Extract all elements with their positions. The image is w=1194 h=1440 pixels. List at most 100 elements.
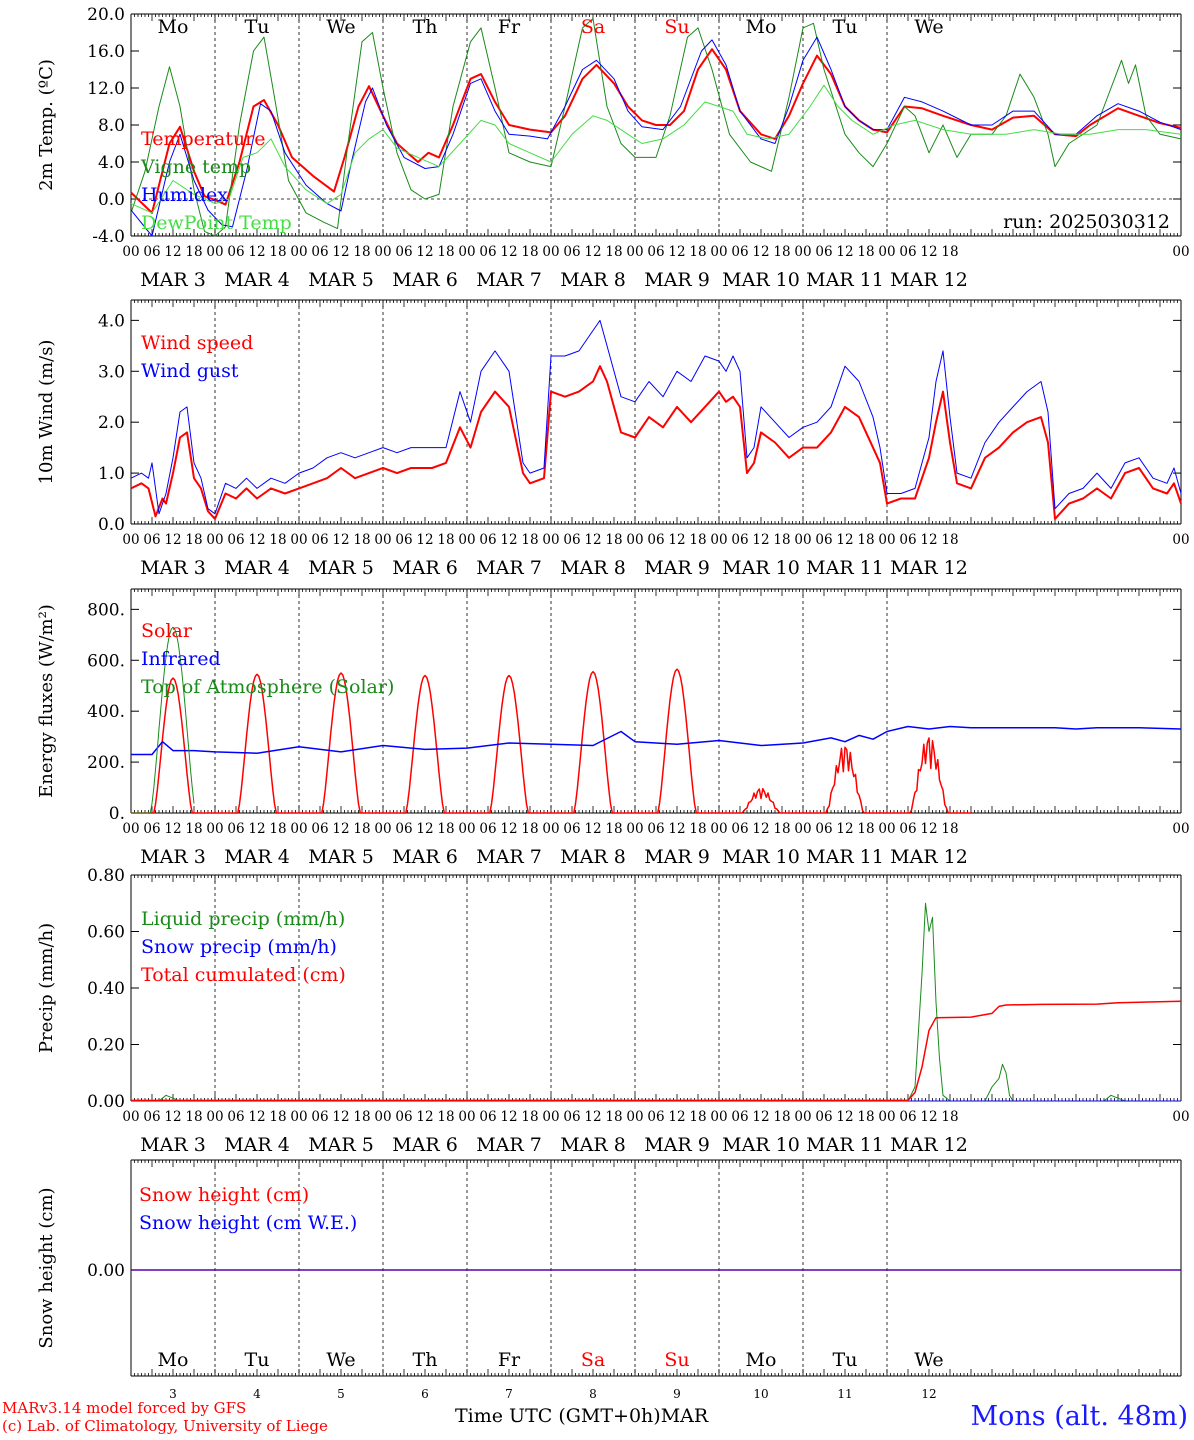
hour-tick-label: 06 bbox=[899, 1109, 916, 1125]
hour-tick-label: 12 bbox=[332, 244, 349, 260]
hour-tick-label: 06 bbox=[311, 244, 328, 260]
date-label: MAR 7 bbox=[476, 557, 542, 579]
hour-tick-label: 00 bbox=[374, 532, 391, 548]
weekday-label-bottom: Tu bbox=[245, 1349, 270, 1371]
date-label: MAR 10 bbox=[722, 846, 800, 868]
weekday-label-bottom: We bbox=[914, 1349, 943, 1371]
hour-tick-label: 06 bbox=[227, 1109, 244, 1125]
hour-tick-label: 06 bbox=[143, 244, 160, 260]
hour-tick-label: 06 bbox=[395, 244, 412, 260]
hour-tick-label: 12 bbox=[248, 244, 265, 260]
hour-tick-label: 00 bbox=[1172, 244, 1189, 260]
y-tick-label: 800. bbox=[87, 600, 125, 620]
hour-tick-label: 18 bbox=[185, 532, 202, 548]
y-tick-label: 0.80 bbox=[87, 866, 125, 886]
hour-tick-label: 18 bbox=[857, 244, 874, 260]
y-tick-label: 2.0 bbox=[98, 413, 125, 433]
hour-tick-label: 12 bbox=[836, 532, 853, 548]
date-number-bottom: 6 bbox=[421, 1387, 429, 1401]
date-label: MAR 4 bbox=[224, 269, 290, 291]
y-tick-label: 400. bbox=[87, 702, 125, 722]
hour-tick-label: 00 bbox=[542, 821, 559, 837]
legend-entry: Humidex bbox=[141, 184, 228, 206]
legend-entry: Wind speed bbox=[141, 332, 253, 354]
hour-tick-label: 00 bbox=[542, 532, 559, 548]
hour-tick-label: 00 bbox=[794, 1109, 811, 1125]
hour-tick-label: 18 bbox=[773, 244, 790, 260]
run-label: run: 2025030312 bbox=[1003, 211, 1170, 233]
hour-tick-label: 18 bbox=[605, 244, 622, 260]
hour-tick-label: 00 bbox=[1172, 1109, 1189, 1125]
panel-3: 0. 200. 400. 600. 800. Energy fluxes (W/m²) So… bbox=[36, 588, 1190, 868]
hour-tick-label: 00 bbox=[290, 1109, 307, 1125]
legend-entry: Infrared bbox=[141, 648, 221, 670]
hour-tick-label: 12 bbox=[752, 244, 769, 260]
date-label: MAR 6 bbox=[392, 269, 458, 291]
hour-tick-label: 06 bbox=[395, 1109, 412, 1125]
credit-block: MARv3.14 model forced by GFS (c) Lab. of… bbox=[2, 1399, 328, 1435]
hour-tick-label: 00 bbox=[290, 244, 307, 260]
weekday-label-bottom: Sa bbox=[581, 1349, 605, 1371]
hour-tick-label: 06 bbox=[647, 821, 664, 837]
hour-tick-label: 06 bbox=[563, 532, 580, 548]
hour-tick-label: 12 bbox=[248, 532, 265, 548]
hour-tick-label: 06 bbox=[647, 532, 664, 548]
series-line-wind-gust bbox=[130, 319, 1182, 515]
hour-tick-label: 12 bbox=[920, 821, 937, 837]
hour-tick-label: 18 bbox=[185, 244, 202, 260]
date-label: MAR 10 bbox=[722, 557, 800, 579]
hour-tick-label: 12 bbox=[500, 1109, 517, 1125]
hour-tick-label: 06 bbox=[479, 532, 496, 548]
date-label: MAR 3 bbox=[140, 1134, 206, 1156]
weekday-label-bottom: Su bbox=[664, 1349, 689, 1371]
hour-tick-label: 18 bbox=[437, 532, 454, 548]
hour-tick-label: 06 bbox=[815, 1109, 832, 1125]
hour-tick-label: 00 bbox=[710, 1109, 727, 1125]
legend-entry: DewPoint Temp bbox=[141, 212, 292, 234]
y-tick-label: 16.0 bbox=[87, 42, 125, 62]
date-label: MAR 4 bbox=[224, 846, 290, 868]
hour-tick-label: 18 bbox=[437, 1109, 454, 1125]
hour-tick-label: 06 bbox=[563, 244, 580, 260]
weekday-label-top: Mo bbox=[746, 16, 777, 38]
y-tick-label: 0. bbox=[109, 804, 125, 824]
date-label: MAR 3 bbox=[140, 846, 206, 868]
hour-tick-label: 12 bbox=[920, 532, 937, 548]
date-label: MAR 6 bbox=[392, 557, 458, 579]
series-line-dewpoint-temp bbox=[130, 84, 1182, 214]
hour-tick-label: 06 bbox=[227, 532, 244, 548]
hour-tick-label: 00 bbox=[122, 244, 139, 260]
date-label: MAR 5 bbox=[308, 269, 374, 291]
date-label: MAR 9 bbox=[644, 557, 710, 579]
hour-tick-label: 12 bbox=[836, 1109, 853, 1125]
hour-tick-label: 06 bbox=[395, 821, 412, 837]
hour-tick-label: 18 bbox=[941, 821, 958, 837]
panel-4: 0.00 0.20 0.40 0.60 0.80 Precip (mm/h) Liquid … bbox=[36, 866, 1190, 1156]
weekday-label-top: Tu bbox=[245, 16, 270, 38]
hour-tick-label: 12 bbox=[668, 1109, 685, 1125]
hour-tick-label: 12 bbox=[248, 821, 265, 837]
hour-tick-label: 18 bbox=[857, 532, 874, 548]
hour-tick-label: 00 bbox=[458, 821, 475, 837]
hour-tick-label: 06 bbox=[395, 532, 412, 548]
credit-line-2: (c) Lab. of Climatology, University of L… bbox=[2, 1417, 328, 1435]
date-number-bottom: 7 bbox=[505, 1387, 513, 1401]
hour-tick-label: 12 bbox=[416, 1109, 433, 1125]
hour-tick-label: 06 bbox=[311, 821, 328, 837]
date-label: MAR 5 bbox=[308, 1134, 374, 1156]
date-label: MAR 7 bbox=[476, 846, 542, 868]
legend-entry: Snow precip (mm/h) bbox=[141, 936, 337, 958]
hour-tick-label: 12 bbox=[416, 532, 433, 548]
y-tick-label: 0.00 bbox=[87, 1092, 125, 1112]
hour-tick-label: 06 bbox=[143, 821, 160, 837]
hour-tick-label: 18 bbox=[857, 1109, 874, 1125]
hour-tick-label: 00 bbox=[626, 244, 643, 260]
hour-tick-label: 00 bbox=[794, 532, 811, 548]
hour-tick-label: 18 bbox=[605, 821, 622, 837]
station-label: Mons (alt. 48m) bbox=[970, 1401, 1188, 1432]
weekday-label-top: We bbox=[914, 16, 943, 38]
hour-tick-label: 18 bbox=[689, 1109, 706, 1125]
y-axis-title: Snow height (cm) bbox=[36, 1187, 57, 1348]
hour-tick-label: 00 bbox=[878, 532, 895, 548]
hour-tick-label: 18 bbox=[521, 1109, 538, 1125]
